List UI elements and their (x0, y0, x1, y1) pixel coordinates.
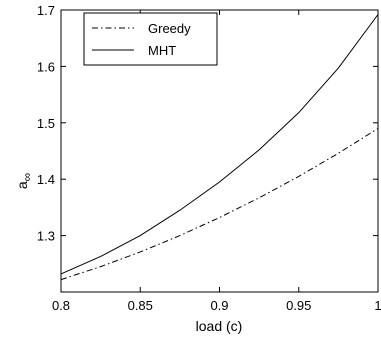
y-tick-label: 1.3 (37, 229, 55, 244)
series-line-mht (60, 14, 379, 275)
y-tick-label: 1.5 (37, 116, 55, 131)
legend-label-mht: MHT (148, 43, 176, 58)
series-layer (60, 14, 379, 281)
x-tick-label: 0.95 (286, 298, 311, 313)
y-axis-label-subscript: ∞ (20, 173, 34, 182)
legend: Greedy MHT (83, 12, 218, 66)
x-axis-label: load (c) (196, 318, 243, 334)
y-axis-label-main: a (14, 181, 30, 189)
y-tick-label: 1.6 (37, 59, 55, 74)
svg-text:a∞: a∞ (14, 173, 34, 189)
x-tick-label: 0.8 (52, 298, 70, 313)
legend-box (83, 12, 218, 66)
series-line-greedy (60, 128, 379, 281)
x-tick-label: 1 (374, 298, 381, 313)
y-tick-label: 1.7 (37, 3, 55, 18)
x-tick-label: 0.9 (210, 298, 228, 313)
legend-label-greedy: Greedy (148, 21, 191, 36)
y-axis-label: a∞ (14, 173, 34, 189)
x-tick-label: 0.85 (128, 298, 153, 313)
y-tick-label: 1.4 (37, 172, 55, 187)
axis-ticks: 0.8 0.85 0.9 0.95 1 1.3 1.4 1.5 1.6 1.7 (37, 3, 381, 313)
